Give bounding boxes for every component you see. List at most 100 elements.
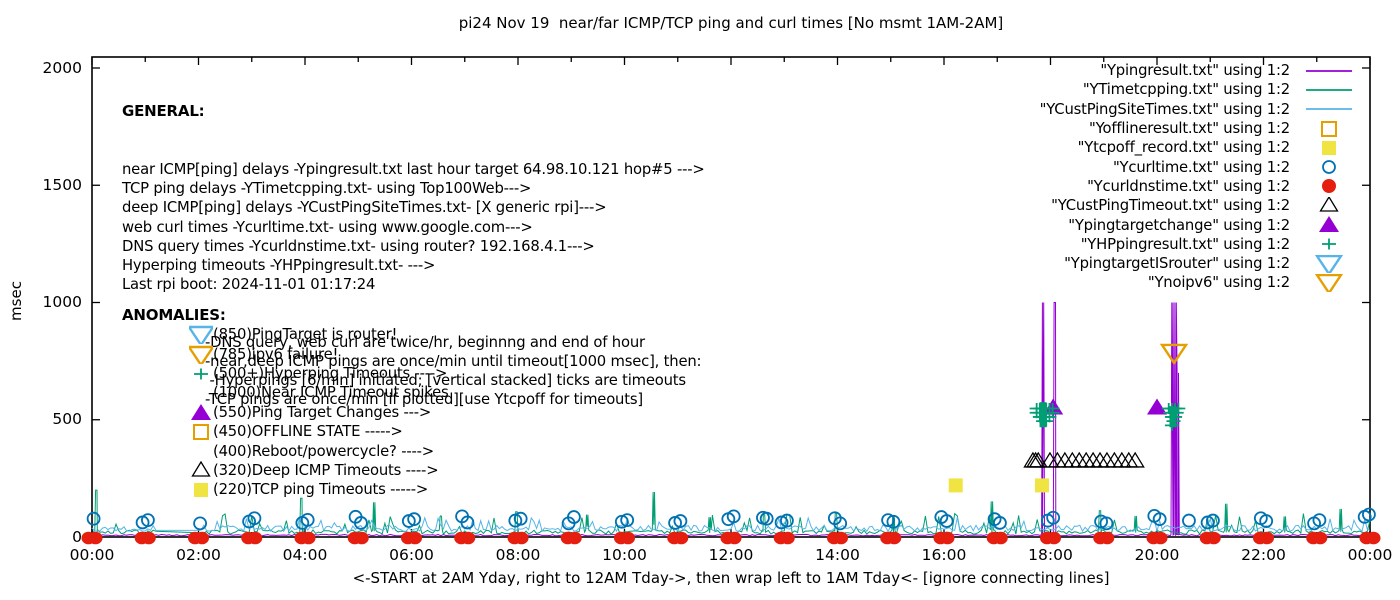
anomalies-heading: ANOMALIES: <box>122 306 226 324</box>
y-tick-label: 0 <box>72 527 82 546</box>
line-icon <box>1306 69 1352 72</box>
x-tick-label: 14:00 <box>815 546 860 564</box>
x-tick-label: 20:00 <box>1134 546 1180 564</box>
x-tick-label: 16:00 <box>921 546 967 564</box>
legend-entry: "Ycurltime.txt" using 1:2 <box>1040 157 1358 176</box>
general-note: -near,deep ICMP pings are once/min until… <box>205 353 702 371</box>
legend-entry: "Yofflineresult.txt" using 1:2 <box>1040 119 1358 138</box>
x-tick-label: 18:00 <box>1028 546 1073 564</box>
series-Ycurltime.txt <box>86 507 1376 531</box>
x-axis-label: <-START at 2AM Yday, right to 12AM Tday-… <box>352 569 1110 587</box>
legend-label: "Ynoipv6" using 1:2 <box>1147 274 1290 292</box>
anomaly-text: (320)Deep ICMP Timeouts ----> <box>213 461 439 479</box>
general-block: GENERAL: near ICMP[ping] delays -Ypingre… <box>122 64 705 448</box>
general-line: near ICMP[ping] delays -Ypingresult.txt … <box>122 161 705 179</box>
square-open-icon <box>193 424 209 441</box>
legend-label: "Ypingresult.txt" using 1:2 <box>1100 62 1290 80</box>
legend-label: "YHPpingresult.txt" using 1:2 <box>1080 235 1290 253</box>
series-YTimetcpping.txt <box>91 489 1371 536</box>
legend-entry: "Ypingtargetchange" using 1:2 <box>1040 215 1358 234</box>
legend-entry: "Ypingresult.txt" using 1:2 <box>1040 61 1358 80</box>
tri-up-fill-icon <box>191 403 211 420</box>
circle-fill-icon <box>1322 179 1336 194</box>
anomaly-text: (785)ipv6 failure! <box>213 345 339 363</box>
general-line: web curl times -Ycurltime.txt- using www… <box>122 218 533 236</box>
legend-entry: "YCustPingSiteTimes.txt" using 1:2 <box>1040 100 1358 119</box>
anomaly-item: (220)TCP ping Timeouts -----> <box>189 480 449 499</box>
anomaly-item: (450)OFFLINE STATE -----> <box>189 422 449 441</box>
general-line: Last rpi boot: 2024-11-01 01:17:24 <box>122 276 376 294</box>
square-open-icon <box>1321 120 1337 137</box>
line-icon <box>1306 108 1352 111</box>
x-tick-label: 06:00 <box>389 546 434 564</box>
anomaly-item: (500+)Hyperping Timeouts ----> <box>189 364 449 383</box>
legend-label: "YCustPingTimeout.txt" using 1:2 <box>1051 197 1290 215</box>
y-tick-label: 1500 <box>42 175 82 194</box>
circle-open-icon <box>1322 160 1336 175</box>
anomaly-text: (1000)Near ICMP Timeout spikes <box>213 384 449 402</box>
legend-entry: "YHPpingresult.txt" using 1:2 <box>1040 235 1358 254</box>
tri-up-open-icon <box>1319 195 1339 212</box>
anomaly-item: (320)Deep ICMP Timeouts ----> <box>189 460 449 480</box>
legend-entry: "YpingtargetISrouter" using 1:2 <box>1040 254 1358 276</box>
legend-entry: "YTimetcpping.txt" using 1:2 <box>1040 80 1358 99</box>
general-line: TCP ping delays -YTimetcpping.txt- using… <box>122 180 532 198</box>
series-YCustPingSiteTimes.txt <box>91 515 1371 533</box>
square-fill-icon <box>194 483 208 498</box>
general-line: deep ICMP[ping] delays -YCustPingSiteTim… <box>122 199 607 217</box>
anomaly-item: (550)Ping Target Changes ---> <box>189 403 449 422</box>
tri-down-open-icon <box>1314 273 1344 296</box>
series-YHPpingresult.txt <box>1029 402 1186 431</box>
general-note: -TCP pings are once/min [if plotted][use… <box>205 391 643 409</box>
legend-label: "YTimetcpping.txt" using 1:2 <box>1082 81 1290 99</box>
x-tick-label: 12:00 <box>708 546 754 564</box>
general-lines: near ICMP[ping] delays -Ypingresult.txt … <box>122 160 705 294</box>
legend-label: "YpingtargetISrouter" using 1:2 <box>1064 255 1290 273</box>
anomaly-text: (220)TCP ping Timeouts -----> <box>213 481 429 499</box>
legend-label: "YCustPingSiteTimes.txt" using 1:2 <box>1039 100 1291 118</box>
series-Ycurldnstime.txt <box>81 531 1381 545</box>
y-tick-label: 1000 <box>42 293 82 311</box>
no-icon <box>189 383 213 402</box>
general-notes: -DNS query, web curl are twice/hr, begin… <box>205 333 705 410</box>
y-tick-label: 500 <box>52 410 82 429</box>
legend-label: "Yofflineresult.txt" using 1:2 <box>1089 120 1290 138</box>
anomaly-text: (850)PingTarget is router! <box>213 326 398 344</box>
anomalies-block: (850)PingTarget is router! (785)ipv6 fail… <box>186 325 449 500</box>
x-tick-label: 00:00 <box>1347 546 1393 564</box>
general-line: Hyperping timeouts -YHPpingresult.txt- -… <box>122 257 436 275</box>
legend: "Ypingresult.txt" using 1:2 "YTimetcpping… <box>1040 61 1358 296</box>
legend-label: "Ycurltime.txt" using 1:2 <box>1112 158 1290 176</box>
plus-icon <box>1322 238 1336 250</box>
no-icon <box>189 442 213 461</box>
legend-entry: "YCustPingTimeout.txt" using 1:2 <box>1040 195 1358 215</box>
series-YCustPingTimeout.txt <box>1023 451 1145 468</box>
legend-label: "Ycurldnstime.txt" using 1:2 <box>1087 177 1290 195</box>
tri-down-open-icon <box>1314 254 1344 276</box>
x-tick-label: 08:00 <box>495 546 541 564</box>
general-note: -DNS query, web curl are twice/hr, begin… <box>205 333 645 351</box>
anomaly-text: (450)OFFLINE STATE -----> <box>213 423 403 441</box>
tri-down-open-icon <box>186 345 216 367</box>
series-Ytcpoff_record.txt <box>948 478 1049 493</box>
x-tick-label: 02:00 <box>176 546 221 564</box>
legend-entry: "Ycurldnstime.txt" using 1:2 <box>1040 177 1358 196</box>
general-note: -Hyperpings [6/min] initiated; [vertical… <box>205 372 687 390</box>
anomaly-text: (400)Reboot/powercycle? ----> <box>213 442 434 460</box>
anomaly-text: (500+)Hyperping Timeouts ----> <box>213 364 448 382</box>
anomaly-item: (400)Reboot/powercycle? ----> <box>189 441 449 460</box>
x-tick-label: 00:00 <box>69 546 115 564</box>
anomaly-item: (850)PingTarget is router! <box>186 325 449 348</box>
line-icon <box>1306 89 1352 91</box>
legend-label: "Ytcpoff_record.txt" using 1:2 <box>1077 139 1291 157</box>
series-Ypingtargetchange <box>1043 398 1167 415</box>
legend-entry: "Ytcpoff_record.txt" using 1:2 <box>1040 138 1358 157</box>
legend-label: "Ypingtargetchange" using 1:2 <box>1068 216 1290 234</box>
series-Ynoipv6 <box>1159 343 1189 366</box>
legend-entry: "Ynoipv6" using 1:2 <box>1040 273 1358 296</box>
anomaly-item: (1000)Near ICMP Timeout spikes <box>189 383 449 402</box>
square-fill-icon <box>1322 140 1336 155</box>
x-tick-label: 10:00 <box>602 546 647 564</box>
